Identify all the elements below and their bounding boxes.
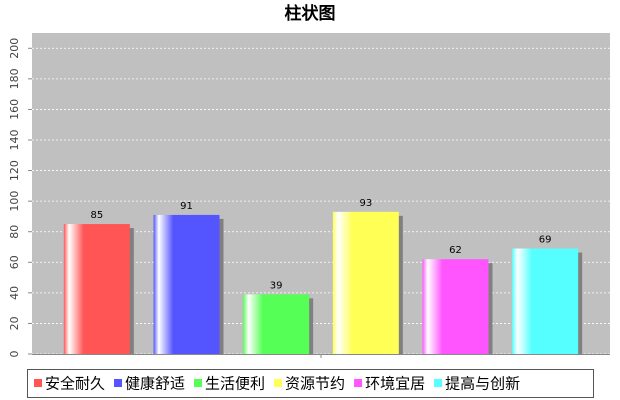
legend-label: 健康舒适 xyxy=(125,375,185,393)
legend-label: 环境宜居 xyxy=(365,375,425,393)
legend-swatch xyxy=(434,379,443,387)
bar xyxy=(512,248,579,354)
legend-label: 生活便利 xyxy=(205,375,265,393)
y-tick-label: 0 xyxy=(8,351,21,358)
chart-title: 柱状图 xyxy=(285,3,336,24)
bar xyxy=(243,294,310,354)
y-tick-label: 140 xyxy=(8,130,21,151)
legend-swatch xyxy=(114,379,123,387)
y-tick-label: 200 xyxy=(8,38,21,59)
value-label: 91 xyxy=(180,201,193,212)
y-tick-label: 40 xyxy=(8,286,21,300)
value-label: 39 xyxy=(270,280,283,291)
legend-label: 提高与创新 xyxy=(445,375,520,393)
legend-swatch xyxy=(194,379,203,387)
bar xyxy=(332,211,399,354)
y-tick-label: 120 xyxy=(8,160,21,181)
legend-swatch xyxy=(354,379,363,387)
legend-swatch xyxy=(34,379,42,387)
y-tick-label: 60 xyxy=(8,255,21,269)
bar xyxy=(63,224,130,354)
value-label: 93 xyxy=(359,198,372,209)
y-tick-label: 80 xyxy=(8,225,21,239)
value-label: 69 xyxy=(539,235,552,246)
legend-swatch xyxy=(274,379,283,387)
legend-label: 安全耐久 xyxy=(45,375,105,393)
bar xyxy=(422,259,489,354)
legend-label: 资源节约 xyxy=(285,375,345,393)
y-tick-label: 100 xyxy=(8,191,21,212)
y-tick-label: 20 xyxy=(8,316,21,330)
y-tick-label: 180 xyxy=(8,68,21,89)
value-label: 62 xyxy=(449,245,462,256)
bar xyxy=(153,214,220,354)
y-tick-label: 160 xyxy=(8,99,21,120)
value-label: 85 xyxy=(90,210,103,221)
